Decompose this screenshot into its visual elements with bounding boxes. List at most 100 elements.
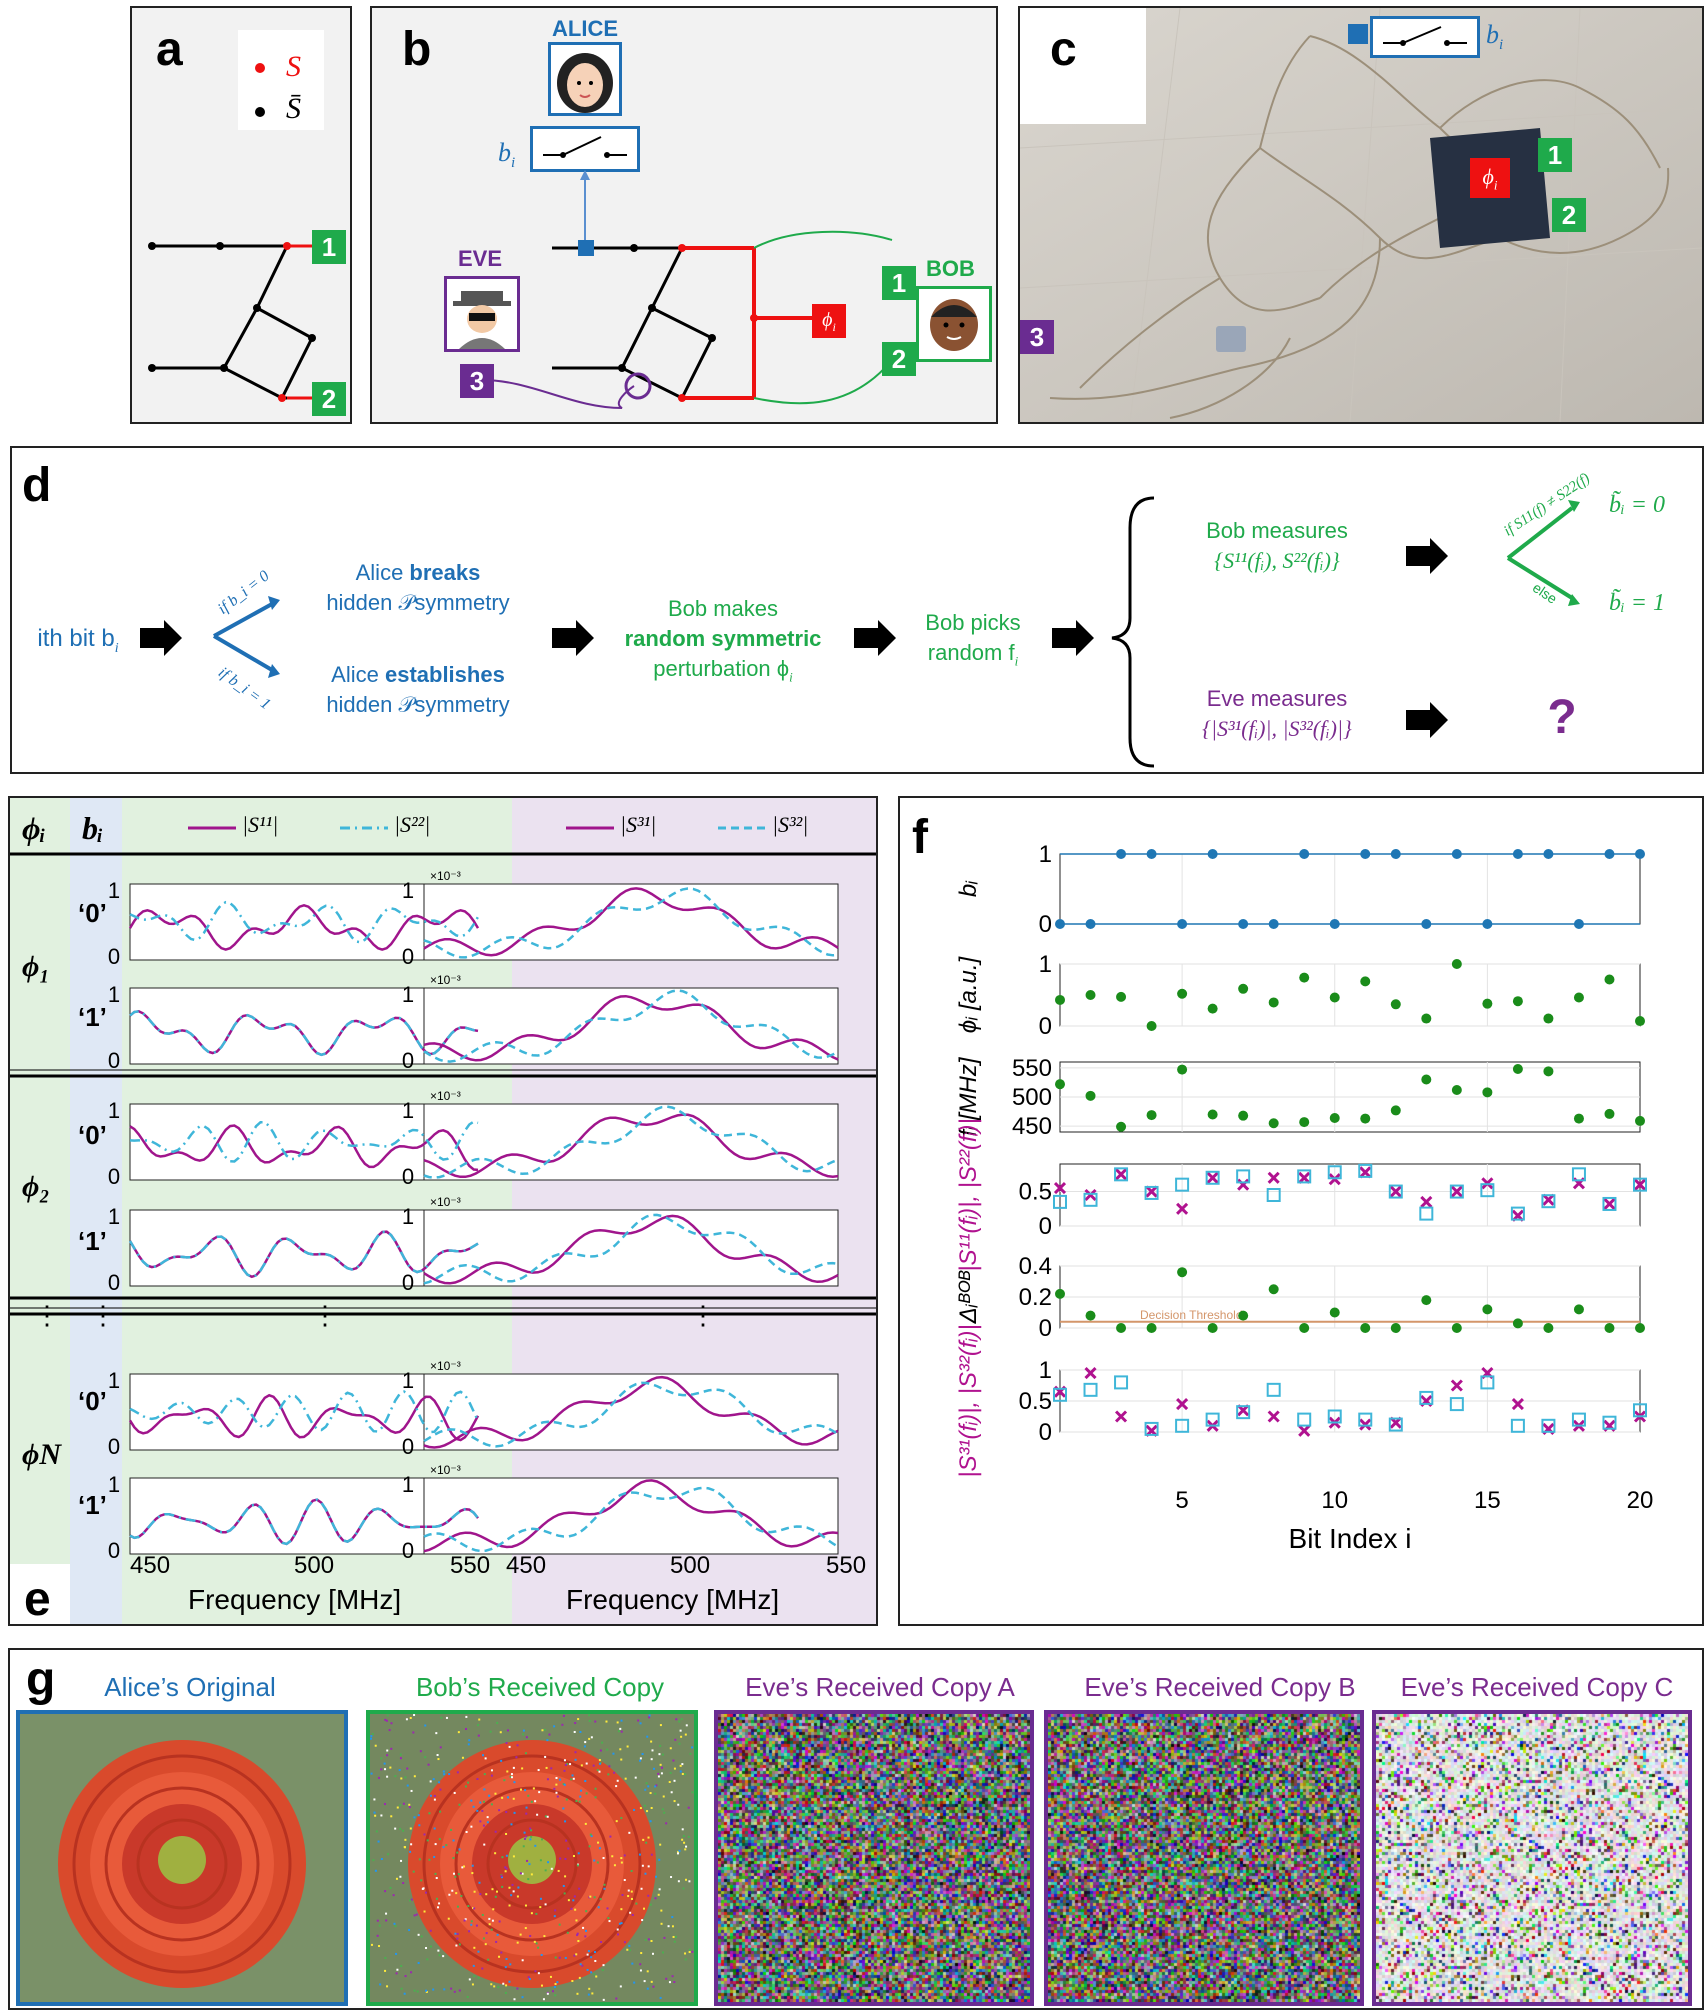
bob-speckle: [657, 1893, 660, 1896]
bob-speckle: [603, 1887, 606, 1890]
bob-speckle: [650, 1806, 653, 1809]
bob-speckle: [620, 1719, 623, 1722]
d-out1: b̃ᵢ = 1: [1609, 590, 1665, 616]
bob-speckle: [453, 1791, 456, 1794]
e-ytick-bot: 0: [108, 1270, 120, 1295]
bob-speckle: [379, 1983, 382, 1986]
bob-speckle: [384, 1890, 387, 1893]
e-left-axes: [129, 1209, 479, 1287]
bob-speckle: [630, 1870, 633, 1873]
bob-speckle: [430, 1945, 433, 1948]
bob-speckle: [654, 1792, 657, 1795]
bob-speckle: [483, 1788, 486, 1791]
bob-speckle: [510, 1773, 513, 1776]
bob-speckle: [370, 1737, 373, 1740]
bob-speckle: [402, 1881, 405, 1884]
bob-speckle: [670, 1791, 673, 1794]
f-point-phi_i: [1390, 999, 1401, 1010]
bob-speckle: [564, 1857, 567, 1860]
bob-speckle: [642, 1838, 645, 1841]
e-row3-phi: ϕN: [22, 1438, 62, 1471]
bob-speckle: [599, 1898, 602, 1901]
bob-speckle: [584, 1935, 587, 1938]
bob-speckle: [413, 1989, 416, 1992]
bob-speckle: [660, 1766, 663, 1769]
f-point-S31: [1176, 1398, 1189, 1411]
bob-speckle: [387, 1853, 390, 1856]
f-ylabel: fᵢ [MHz]: [955, 1056, 982, 1136]
bob-speckle: [394, 1924, 397, 1927]
bob-speckle: [468, 1739, 471, 1742]
bob-speckle: [573, 1895, 576, 1898]
bob-speckle: [427, 1763, 430, 1766]
bob-avatar: [916, 286, 992, 362]
bob-speckle: [509, 1775, 512, 1778]
f-point-phi_i: [1451, 959, 1462, 969]
bob-speckle: [540, 1838, 543, 1841]
f-point-S11: [1114, 1168, 1128, 1181]
s22-curve: [129, 1390, 480, 1434]
bob-speckle: [657, 1772, 660, 1775]
bob-speckle: [546, 1778, 549, 1781]
f-point-Delta: [1451, 1323, 1462, 1333]
f-ylabel: ϕᵢ [a.u.]: [955, 955, 982, 1033]
bob-speckle: [473, 1890, 476, 1893]
bob-speckle: [458, 1803, 461, 1806]
bob-speckle: [465, 1728, 468, 1731]
f-point-f_i: [1421, 1074, 1432, 1085]
bob-speckle: [470, 1923, 473, 1926]
bob-speckle: [665, 1977, 668, 1980]
bob-speckle: [680, 1718, 683, 1721]
bob-speckle: [608, 1765, 611, 1768]
f-point-S31: [1114, 1410, 1128, 1423]
bob-speckle: [384, 1956, 387, 1959]
f-point-Delta: [1055, 1288, 1065, 1299]
bob-speckle: [643, 1980, 646, 1983]
noise-b-icon: [1048, 1714, 1360, 2002]
e-dots-3: ⋮: [312, 1300, 338, 1330]
bob-speckle: [463, 1919, 466, 1922]
bob-speckle: [384, 1718, 387, 1721]
bob-speckle: [633, 1981, 636, 1984]
switch-icon: [543, 136, 627, 158]
bob-speckle: [619, 1985, 622, 1988]
bob-speckle: [493, 1985, 496, 1988]
bob-speckle: [565, 1798, 568, 1801]
bob-speckle: [521, 1767, 524, 1770]
f-point-S22: [1541, 1194, 1556, 1209]
f-point-S32: [1327, 1409, 1342, 1424]
bob-speckle: [640, 1887, 643, 1890]
bob-speckle: [523, 1831, 526, 1834]
bob-speckle: [410, 1898, 413, 1901]
f-point-phi_i: [1543, 1013, 1554, 1024]
bob-speckle: [550, 1767, 553, 1770]
bob-speckle: [471, 1872, 474, 1875]
bob-speckle: [593, 1896, 596, 1899]
bob-speckle: [628, 1831, 631, 1834]
bob-speckle: [501, 1856, 504, 1859]
eve-image-b: [1044, 1710, 1364, 2006]
bob-speckle: [373, 1798, 376, 1801]
bob-speckle: [572, 1899, 575, 1902]
bob-speckle: [513, 1811, 516, 1814]
bob-speckle: [655, 1875, 658, 1878]
bob-speckle: [539, 1897, 542, 1900]
bob-speckle: [530, 1835, 533, 1838]
bob-speckle: [491, 1888, 494, 1891]
bob-speckle: [562, 1807, 565, 1810]
bob-speckle: [680, 1735, 683, 1738]
f-point-f_i: [1116, 1121, 1127, 1132]
bob-speckle: [684, 1848, 687, 1851]
bob-speckle: [530, 1800, 533, 1803]
bob-speckle: [520, 1788, 523, 1791]
bob-speckle: [525, 1812, 528, 1815]
alice-image: [16, 1710, 348, 2006]
bob-speckle: [481, 1967, 484, 1970]
bob-speckle: [620, 1817, 623, 1820]
s22-curve: [129, 1120, 479, 1163]
f-point-S31: [1267, 1410, 1280, 1423]
bob-speckle: [682, 1887, 685, 1890]
bob-speckle: [570, 1907, 573, 1910]
bob-speckle: [563, 1783, 566, 1786]
bob-speckle: [400, 1965, 403, 1968]
